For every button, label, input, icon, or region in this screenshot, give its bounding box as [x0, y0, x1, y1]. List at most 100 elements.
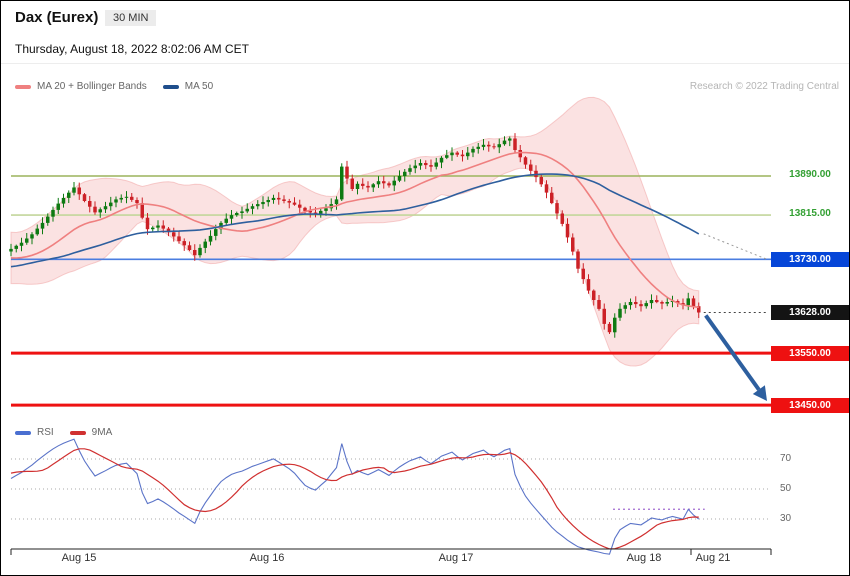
candle — [576, 249, 580, 274]
candle — [403, 169, 407, 182]
rsi-swatch-icon — [15, 430, 31, 435]
candle — [14, 244, 18, 253]
candle — [429, 159, 433, 172]
candle — [371, 183, 375, 192]
ma20-line — [10, 151, 699, 309]
bollinger-band-area — [10, 96, 700, 367]
candle — [67, 190, 71, 203]
rsi-ma9-line — [10, 448, 699, 550]
candle — [366, 181, 370, 193]
candle — [9, 243, 13, 257]
instrument-title: Dax (Eurex) — [15, 9, 99, 26]
candle — [418, 159, 423, 170]
candle — [151, 226, 155, 233]
candle — [492, 143, 496, 150]
candle — [413, 159, 417, 174]
ma50-line — [10, 173, 700, 268]
candle — [476, 143, 480, 154]
level-label-13550: 13550.00 — [771, 346, 849, 361]
attribution-label: Research © 2022 Trading Central — [689, 81, 839, 92]
candle — [103, 201, 108, 213]
candle — [88, 196, 92, 213]
candle — [250, 203, 255, 215]
candle — [555, 199, 559, 220]
candle — [282, 195, 286, 204]
x-axis-label-aug18: Aug 18 — [626, 552, 662, 564]
projection-arrow-head — [752, 385, 767, 401]
candle — [628, 298, 633, 310]
candle — [408, 164, 412, 175]
candle — [497, 138, 501, 154]
candle — [513, 133, 517, 153]
candle — [502, 136, 507, 146]
candle — [529, 159, 533, 175]
candle — [177, 230, 181, 244]
x-axis-label-aug17: Aug 17 — [438, 552, 474, 564]
candle — [565, 218, 570, 243]
candle — [376, 176, 381, 188]
candle — [203, 238, 207, 254]
candle — [487, 141, 491, 152]
candle — [145, 213, 150, 235]
rsi-tick-30: 30 — [780, 513, 792, 524]
candle — [560, 210, 564, 227]
candle — [613, 313, 617, 338]
candle — [697, 302, 701, 318]
header-separator — [1, 63, 849, 64]
candle — [523, 156, 528, 169]
candle — [135, 197, 139, 209]
candle — [240, 206, 244, 219]
candle — [77, 182, 81, 200]
candle — [597, 295, 601, 311]
candle — [30, 232, 34, 245]
rsi-legend: RSI 9MA — [15, 427, 128, 438]
candle — [140, 197, 144, 220]
candle — [639, 300, 643, 312]
candle — [187, 241, 192, 252]
candle — [109, 196, 113, 211]
candle — [660, 300, 664, 310]
candle — [623, 302, 627, 314]
candle — [51, 206, 55, 222]
candle — [481, 139, 486, 151]
candle — [450, 147, 454, 161]
ma50-legend-label: MA 50 — [184, 81, 214, 92]
candle — [382, 175, 386, 189]
candle — [550, 187, 554, 205]
rsi-9ma-swatch-icon — [69, 430, 86, 435]
candle — [649, 294, 654, 309]
candle — [98, 207, 102, 218]
candle — [82, 193, 87, 203]
candle — [156, 220, 160, 233]
projection-arrow-shaft — [704, 314, 761, 391]
candle — [35, 224, 39, 236]
ma50-swatch-icon — [162, 84, 179, 89]
candle — [539, 174, 543, 187]
candle — [602, 303, 606, 330]
ma20-bollinger-legend-label: MA 20 + Bollinger Bands — [37, 81, 147, 92]
candle — [466, 147, 470, 160]
candle — [581, 263, 585, 284]
candle — [224, 213, 228, 226]
candle — [460, 150, 465, 162]
candle — [355, 181, 360, 195]
candle — [208, 230, 213, 246]
candle — [686, 292, 690, 311]
rsi-9ma-legend-label: 9MA — [91, 427, 113, 438]
candle — [424, 160, 428, 170]
candle — [261, 196, 265, 209]
candle — [235, 211, 239, 217]
candle — [670, 295, 675, 308]
candle — [644, 300, 648, 309]
candle — [56, 197, 60, 214]
candle — [61, 193, 66, 208]
candle — [397, 170, 402, 183]
candle — [392, 176, 396, 192]
rsi-line — [10, 438, 700, 555]
candle — [198, 244, 202, 258]
candle — [634, 296, 638, 308]
candle — [25, 233, 29, 245]
datetime-label: Thursday, August 18, 2022 8:02:06 AM CET — [15, 42, 249, 56]
